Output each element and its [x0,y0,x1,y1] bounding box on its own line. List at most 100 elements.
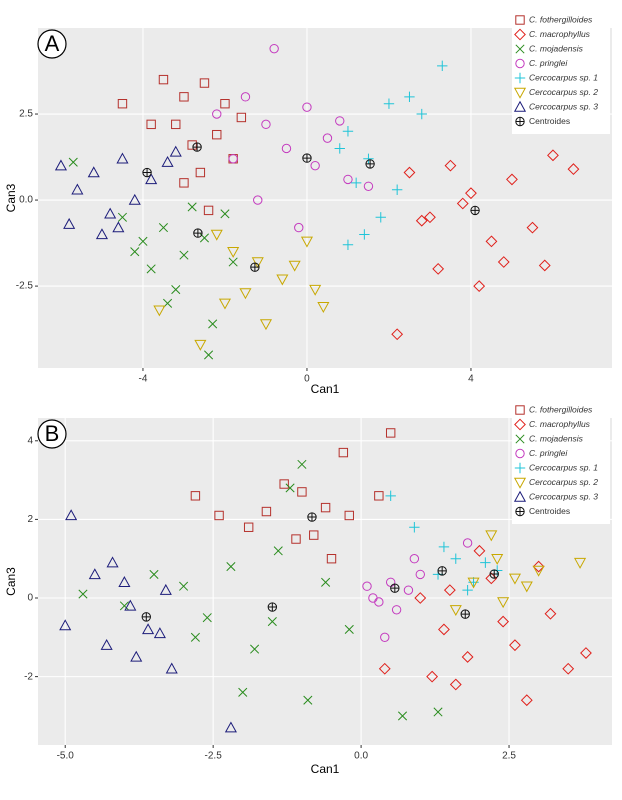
centroid-point [302,153,312,163]
point [220,209,230,219]
point [179,92,189,102]
point [100,638,113,650]
legend-marker [515,434,525,444]
legend-marker [513,87,527,99]
point [335,116,345,126]
point [438,541,450,553]
centroid-point [460,609,470,619]
point [104,207,117,219]
point [391,605,402,615]
point [497,615,510,628]
point [456,197,469,210]
point [195,167,206,178]
point [404,91,415,103]
legend-box [512,402,610,524]
point [187,140,197,150]
point [443,584,456,597]
x-tick-label: -2.5 [205,751,223,762]
point [212,129,222,140]
point [161,155,174,167]
point [279,479,289,489]
point [480,557,491,568]
point [187,202,197,212]
point [473,544,486,557]
point [138,236,148,246]
centroid-point [365,159,375,169]
point [158,74,169,85]
point [385,490,396,502]
point [210,229,223,241]
panel: -5.0 -2.5 0.0 2.5 -2 0 2 4 Can1 Can3 B C. fothergil… [4,402,612,776]
point [409,554,420,564]
point [450,553,461,564]
point [159,583,172,595]
point [204,350,214,360]
panel-label: B [45,421,60,446]
point [467,577,480,589]
point [240,92,251,102]
legend-label: Cercocarpus sp. 3 [529,101,598,111]
y-tick-label: 2.5 [19,109,33,120]
point [117,212,128,222]
point [374,491,384,501]
point [359,229,370,240]
y-tick-label: 4 [27,435,33,446]
legend-marker [515,116,525,127]
point [520,581,533,593]
point [432,262,445,275]
legend-label: Cercocarpus sp. 1 [529,462,598,472]
point [250,644,260,654]
legend-label: C. pringlei [529,448,568,458]
point [146,264,156,274]
point [322,133,333,143]
centroid-point [192,142,202,152]
point [71,183,84,195]
point [202,613,212,623]
legend-marker [514,418,526,431]
point [415,214,428,227]
centroid-point [267,602,278,612]
legend-label: Cercocarpus sp. 2 [529,87,598,97]
point [117,99,128,109]
point [226,562,236,572]
point [363,153,374,164]
point [449,605,462,617]
y-tick-label: -2 [24,671,33,682]
point [65,509,78,521]
point [409,522,420,533]
point [130,247,140,257]
point [424,211,436,224]
point [378,662,391,675]
point [171,119,181,130]
point [281,143,292,154]
point [317,302,330,313]
legend-label: C. macrophyllus [529,29,591,39]
legend-marker [514,462,526,474]
point [208,319,218,329]
legend-label: C. pringlei [529,58,568,68]
point [468,577,479,588]
point [485,530,498,542]
point [142,623,155,635]
legend-box [512,12,610,134]
point [342,126,354,137]
point [88,568,101,580]
centroid-point [470,205,480,216]
point [288,260,301,272]
point [285,483,295,493]
point [485,235,498,248]
x-tick-label: 2.5 [502,751,516,762]
point [338,447,349,458]
legend-label: C. macrophyllus [529,419,591,429]
point [426,670,439,683]
point [78,589,88,599]
legend-label: Cercocarpus sp. 3 [529,491,598,501]
legend-marker [515,58,525,69]
point [273,546,283,556]
point [212,109,222,119]
point [385,428,396,438]
legend-label: C. fothergilloides [529,14,593,24]
point [179,250,189,260]
point [391,184,403,195]
